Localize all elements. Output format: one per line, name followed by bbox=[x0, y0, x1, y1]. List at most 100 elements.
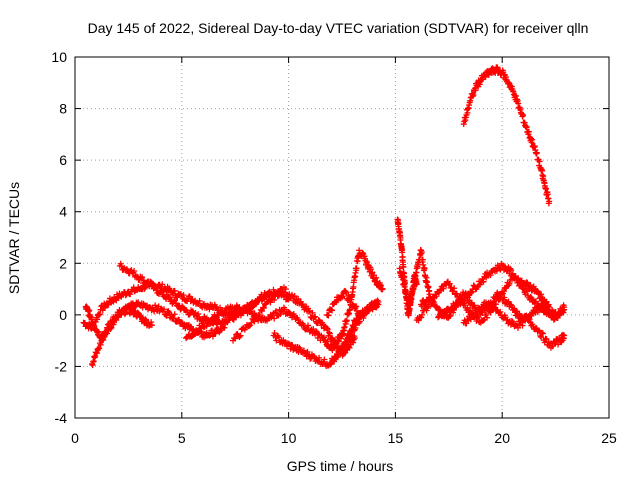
data-point-interp bbox=[273, 337, 280, 344]
data-point-interp bbox=[256, 312, 263, 319]
data-point-interp bbox=[399, 253, 406, 260]
data-point-interp bbox=[189, 333, 196, 340]
data-point-interp bbox=[282, 286, 289, 293]
data-point-interp bbox=[254, 316, 261, 323]
data-point-interp bbox=[534, 300, 541, 307]
data-point-interp bbox=[411, 282, 418, 289]
y-tick-label: -4 bbox=[55, 410, 68, 426]
data-point-interp bbox=[236, 333, 243, 340]
data-point-interp bbox=[304, 348, 311, 355]
data-point-interp bbox=[272, 289, 279, 296]
data-point-interp bbox=[196, 297, 203, 304]
data-point-interp bbox=[212, 303, 219, 310]
data-point-interp bbox=[261, 304, 268, 311]
data-point-interp bbox=[341, 323, 348, 330]
data-point bbox=[311, 314, 318, 321]
y-tick-label: 8 bbox=[59, 101, 67, 117]
data-point-interp bbox=[225, 317, 232, 324]
data-point-interp bbox=[96, 311, 103, 318]
data-point-interp bbox=[539, 330, 546, 337]
data-point-interp bbox=[158, 287, 165, 294]
data-point-interp bbox=[271, 315, 278, 322]
data-point bbox=[426, 291, 433, 298]
plot-frame bbox=[74, 56, 610, 419]
data-point-interp bbox=[118, 311, 125, 318]
data-point bbox=[379, 286, 386, 293]
data-point-interp bbox=[467, 316, 474, 323]
data-point-interp bbox=[419, 256, 426, 263]
data-point-interp bbox=[253, 314, 260, 321]
y-tick-labels: -4 -2 0 2 4 6 8 10 bbox=[51, 49, 67, 426]
data-point-interp bbox=[171, 287, 178, 294]
data-point-interp bbox=[542, 185, 549, 192]
data-point-interp bbox=[339, 345, 346, 352]
data-point-interp bbox=[343, 339, 350, 346]
data-point-interp bbox=[324, 325, 331, 332]
data-point-interp bbox=[518, 277, 525, 284]
data-point-interp bbox=[519, 322, 526, 329]
data-point-interp bbox=[325, 312, 332, 319]
data-point-interp bbox=[96, 311, 103, 318]
data-point-interp bbox=[460, 297, 467, 304]
series-track-e bbox=[183, 302, 348, 354]
data-point-interp bbox=[180, 292, 187, 299]
data-point-interp bbox=[480, 278, 487, 285]
data-point bbox=[221, 324, 228, 331]
data-point-interp bbox=[313, 328, 320, 335]
data-point-interp bbox=[338, 349, 345, 356]
data-point-interp bbox=[460, 297, 467, 304]
data-point-interp bbox=[195, 311, 202, 318]
data-point-interp bbox=[192, 309, 199, 316]
data-point-interp bbox=[457, 301, 464, 308]
data-point-interp bbox=[327, 361, 334, 368]
data-point-interp bbox=[348, 296, 355, 303]
grid-lines bbox=[75, 57, 609, 418]
x-tick-label: 25 bbox=[601, 430, 617, 446]
data-point-interp bbox=[497, 308, 504, 315]
data-point-interp bbox=[520, 112, 527, 119]
data-point-interp bbox=[501, 294, 508, 301]
data-point-interp bbox=[312, 313, 319, 320]
y-tick-label: 6 bbox=[59, 152, 67, 168]
data-point-interp bbox=[401, 283, 408, 290]
data-point-interp bbox=[339, 294, 345, 301]
data-point-interp bbox=[271, 330, 278, 337]
data-point-interp bbox=[451, 305, 458, 312]
data-point-interp bbox=[339, 293, 346, 300]
data-point-interp bbox=[343, 317, 350, 324]
data-point-interp bbox=[494, 64, 501, 71]
data-point bbox=[546, 304, 553, 311]
data-point-interp bbox=[251, 318, 258, 325]
data-point-interp bbox=[291, 293, 298, 300]
data-point-interp bbox=[508, 267, 515, 274]
data-point bbox=[358, 311, 365, 318]
x-tick-label: 0 bbox=[71, 430, 79, 446]
data-point-interp bbox=[453, 290, 460, 297]
data-point-interp bbox=[163, 312, 170, 319]
data-point-interp bbox=[248, 319, 255, 326]
data-point-interp bbox=[428, 299, 435, 306]
data-point-interp bbox=[246, 323, 253, 330]
data-point-interp bbox=[324, 326, 331, 333]
data-point-interp bbox=[348, 326, 355, 333]
x-tick-label: 20 bbox=[494, 430, 510, 446]
data-point-interp bbox=[282, 339, 289, 346]
data-point-interp bbox=[305, 308, 312, 315]
data-point-interp bbox=[483, 311, 490, 318]
data-point bbox=[266, 288, 273, 295]
data-point-interp bbox=[86, 307, 93, 314]
data-point-interp bbox=[529, 136, 536, 143]
data-point-interp bbox=[171, 311, 178, 318]
data-point-interp bbox=[364, 258, 371, 265]
data-point-interp bbox=[440, 285, 447, 292]
data-point-interp bbox=[533, 149, 540, 156]
data-point-interp bbox=[515, 324, 522, 331]
x-tick-label: 10 bbox=[281, 430, 297, 446]
data-point-interp bbox=[275, 334, 282, 341]
data-point-interp bbox=[152, 284, 159, 291]
data-point bbox=[424, 304, 431, 311]
data-point-interp bbox=[135, 310, 142, 317]
data-point-interp bbox=[513, 93, 520, 100]
series-track-r bbox=[460, 64, 553, 207]
data-point-interp bbox=[107, 325, 114, 332]
